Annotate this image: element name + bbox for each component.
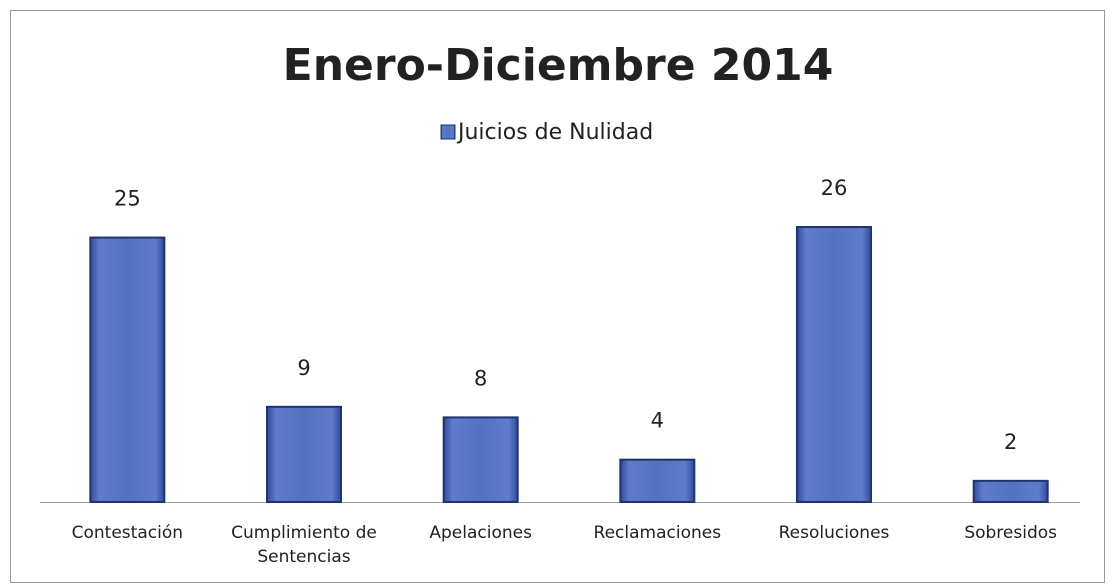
- data-label: 4: [651, 409, 664, 433]
- bar: [442, 416, 519, 503]
- x-tick-label: Cumplimiento de Sentencias: [231, 523, 377, 567]
- legend-swatch: [440, 124, 456, 140]
- x-tick-label: Resoluciones: [778, 523, 890, 543]
- bar: [972, 479, 1049, 504]
- bar: [796, 226, 872, 503]
- chart-frame: [10, 10, 1105, 583]
- data-label: 9: [297, 356, 310, 380]
- x-tick-label: Apelaciones: [429, 523, 532, 543]
- x-tick-label: Reclamaciones: [593, 523, 722, 543]
- chart-title: Enero-Diciembre 2014: [283, 40, 834, 91]
- data-label: 25: [114, 187, 141, 211]
- legend-label: Juicios de Nulidad: [456, 120, 653, 145]
- x-tick-label: Sobresidos: [964, 523, 1057, 543]
- bar: [266, 405, 342, 503]
- data-label: 8: [474, 366, 487, 390]
- bar: [89, 236, 166, 503]
- data-label: 26: [821, 176, 848, 200]
- data-label: 2: [1004, 430, 1017, 454]
- bar: [619, 458, 696, 504]
- x-tick-label: Contestación: [71, 523, 183, 543]
